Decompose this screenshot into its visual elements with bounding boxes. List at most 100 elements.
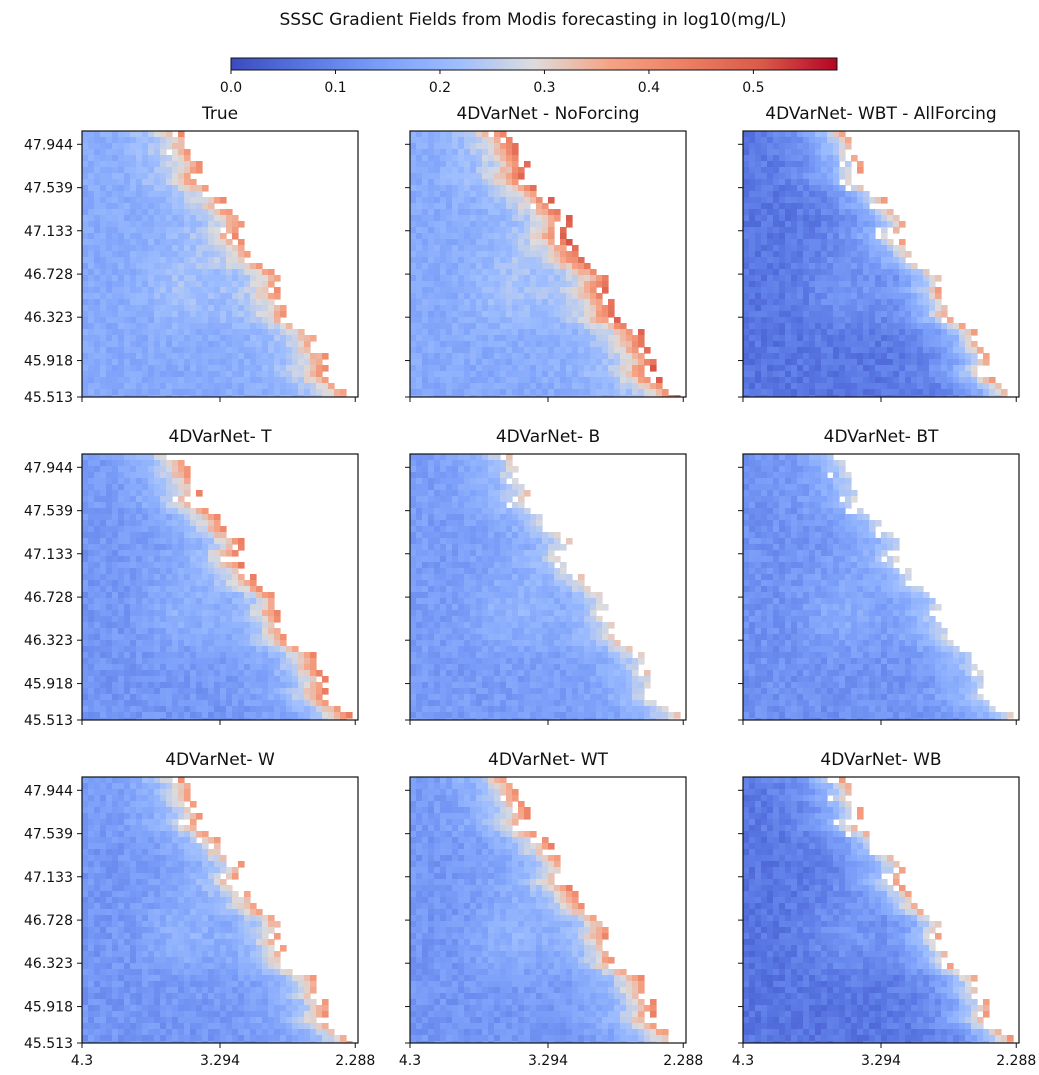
heatmap-cell bbox=[208, 197, 215, 204]
heatmap-cell bbox=[256, 299, 263, 306]
heatmap-cell bbox=[94, 556, 101, 563]
heatmap-cell bbox=[202, 592, 209, 599]
heatmap-cell bbox=[482, 257, 489, 264]
heatmap-cell bbox=[536, 299, 543, 306]
heatmap-cell bbox=[500, 329, 507, 336]
heatmap-cell bbox=[82, 329, 89, 336]
heatmap-cell bbox=[106, 305, 113, 312]
heatmap-cell bbox=[410, 281, 417, 288]
heatmap-cell bbox=[256, 383, 263, 390]
heatmap-cell bbox=[602, 353, 609, 360]
heatmap-cell bbox=[154, 544, 161, 551]
heatmap-cell bbox=[410, 293, 417, 300]
heatmap-cell bbox=[136, 257, 143, 264]
heatmap-cell bbox=[452, 179, 459, 186]
heatmap-cell bbox=[106, 287, 113, 294]
heatmap-cell bbox=[785, 143, 792, 150]
heatmap-cell bbox=[166, 323, 173, 330]
heatmap-cell bbox=[160, 514, 167, 521]
heatmap-cell bbox=[560, 251, 567, 258]
heatmap-cell bbox=[160, 233, 167, 240]
heatmap-cell bbox=[911, 287, 918, 294]
heatmap-cell bbox=[584, 365, 591, 372]
heatmap-cell bbox=[220, 550, 227, 557]
heatmap-cell bbox=[106, 622, 113, 629]
heatmap-cell bbox=[160, 353, 167, 360]
heatmap-cell bbox=[953, 395, 960, 397]
heatmap-cell bbox=[154, 658, 161, 665]
heatmap-cell bbox=[106, 616, 113, 623]
heatmap-cell bbox=[755, 311, 762, 318]
heatmap-cell bbox=[905, 323, 912, 330]
heatmap-cell bbox=[130, 389, 137, 396]
heatmap-cell bbox=[506, 389, 513, 396]
heatmap-cell bbox=[130, 658, 137, 665]
heatmap-cell bbox=[190, 245, 197, 252]
heatmap-cell bbox=[154, 472, 161, 479]
heatmap-cell bbox=[214, 586, 221, 593]
heatmap-cell bbox=[749, 191, 756, 198]
heatmap-cell bbox=[749, 269, 756, 276]
heatmap-cell bbox=[755, 215, 762, 222]
heatmap-cell bbox=[106, 197, 113, 204]
heatmap-cell bbox=[268, 329, 275, 336]
heatmap-cell bbox=[220, 299, 227, 306]
heatmap-cell bbox=[94, 329, 101, 336]
heatmap-cell bbox=[632, 347, 639, 354]
heatmap-cell bbox=[827, 131, 834, 138]
heatmap-cell bbox=[965, 365, 972, 372]
heatmap-cell bbox=[857, 395, 864, 397]
heatmap-cell bbox=[226, 586, 233, 593]
heatmap-cell bbox=[190, 628, 197, 635]
heatmap-cell bbox=[82, 257, 89, 264]
heatmap-cell bbox=[88, 472, 95, 479]
heatmap-cell bbox=[178, 149, 185, 156]
heatmap-cell bbox=[452, 245, 459, 252]
heatmap-cell bbox=[815, 311, 822, 318]
heatmap-cell bbox=[178, 137, 185, 144]
heatmap-cell bbox=[94, 532, 101, 539]
heatmap-cell bbox=[500, 233, 507, 240]
heatmap-cell bbox=[791, 329, 798, 336]
heatmap-cell bbox=[785, 263, 792, 270]
heatmap-cell bbox=[238, 586, 245, 593]
heatmap-cell bbox=[470, 323, 477, 330]
heatmap-cell bbox=[316, 365, 323, 372]
heatmap-cell bbox=[94, 353, 101, 360]
heatmap-cell bbox=[596, 383, 603, 390]
heatmap-cell bbox=[160, 610, 167, 617]
heatmap-cell bbox=[827, 293, 834, 300]
heatmap-cell bbox=[506, 221, 513, 228]
heatmap-cell bbox=[274, 341, 281, 348]
heatmap-cell bbox=[112, 191, 119, 198]
heatmap-cell bbox=[797, 377, 804, 384]
heatmap-cell bbox=[620, 365, 627, 372]
heatmap-cell bbox=[410, 299, 417, 306]
heatmap-cell bbox=[166, 275, 173, 282]
heatmap-cell bbox=[482, 293, 489, 300]
heatmap-cell bbox=[124, 143, 131, 150]
heatmap-cell bbox=[458, 179, 465, 186]
heatmap-cell bbox=[190, 257, 197, 264]
heatmap-cell bbox=[791, 137, 798, 144]
heatmap-cell bbox=[184, 173, 191, 180]
heatmap-cell bbox=[548, 251, 555, 258]
heatmap-cell bbox=[142, 185, 149, 192]
heatmap-cell bbox=[452, 323, 459, 330]
heatmap-cell bbox=[929, 311, 936, 318]
heatmap-cell bbox=[160, 586, 167, 593]
heatmap-cell bbox=[494, 377, 501, 384]
heatmap-cell bbox=[464, 341, 471, 348]
heatmap-cell bbox=[632, 335, 639, 342]
heatmap-cell bbox=[410, 341, 417, 348]
heatmap-cell bbox=[184, 484, 191, 491]
heatmap-cell bbox=[82, 185, 89, 192]
heatmap-cell bbox=[905, 335, 912, 342]
heatmap-cell bbox=[232, 574, 239, 581]
heatmap-cell bbox=[767, 383, 774, 390]
heatmap-cell bbox=[857, 239, 864, 246]
heatmap-cell bbox=[791, 377, 798, 384]
heatmap-cell bbox=[494, 395, 501, 397]
heatmap-cell bbox=[202, 329, 209, 336]
heatmap-cell bbox=[226, 604, 233, 611]
